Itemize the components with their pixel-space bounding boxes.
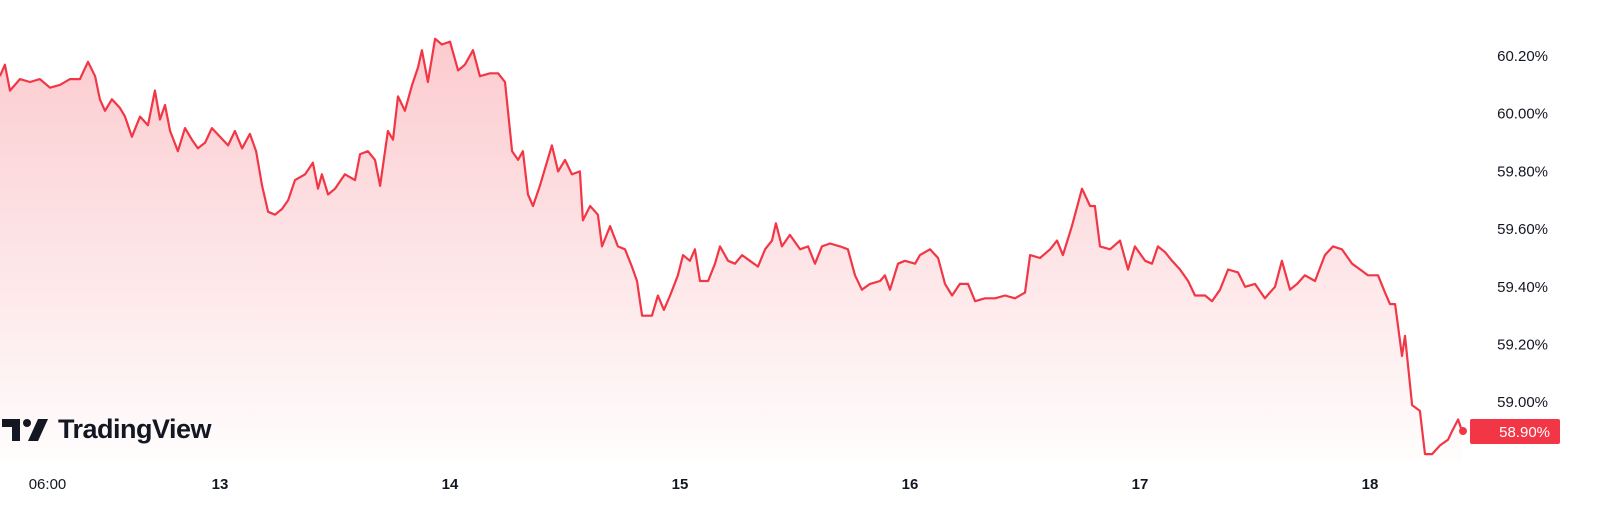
tradingview-logo[interactable]: TradingView <box>2 414 212 445</box>
tradingview-logo-text: TradingView <box>58 414 212 444</box>
y-tick-label: 60.00% <box>1497 106 1548 123</box>
y-tick-label: 59.80% <box>1497 163 1548 180</box>
series-line <box>0 37 1464 456</box>
x-tick-label: 18 <box>1362 476 1379 493</box>
last-value-label: 58.90% <box>1499 424 1550 441</box>
x-tick-label: 13 <box>212 476 229 493</box>
y-axis: 60.20% 60.00% 59.80% 59.60% 59.40% 59.20% 59.0… <box>1497 48 1548 411</box>
last-value-badge: 58.90% <box>1470 419 1560 444</box>
x-tick-label: 14 <box>442 476 459 493</box>
x-tick-label: 17 <box>1132 476 1149 493</box>
y-tick-label: 59.60% <box>1497 221 1548 238</box>
y-tick-label: 59.20% <box>1497 337 1548 354</box>
last-value-badge-bg <box>1470 419 1560 444</box>
last-point-marker <box>1459 427 1467 436</box>
y-tick-label: 59.00% <box>1497 394 1548 411</box>
y-tick-label: 60.20% <box>1497 48 1548 65</box>
y-tick-label: 59.40% <box>1497 279 1548 296</box>
series-area-fill <box>0 38 1462 462</box>
x-tick-label: 06:00 <box>29 476 67 493</box>
x-axis: 06:00 13 14 15 16 17 18 <box>29 476 1379 493</box>
x-tick-label: 15 <box>672 476 689 493</box>
tradingview-logo-icon <box>2 418 48 441</box>
x-tick-label: 16 <box>902 476 919 493</box>
